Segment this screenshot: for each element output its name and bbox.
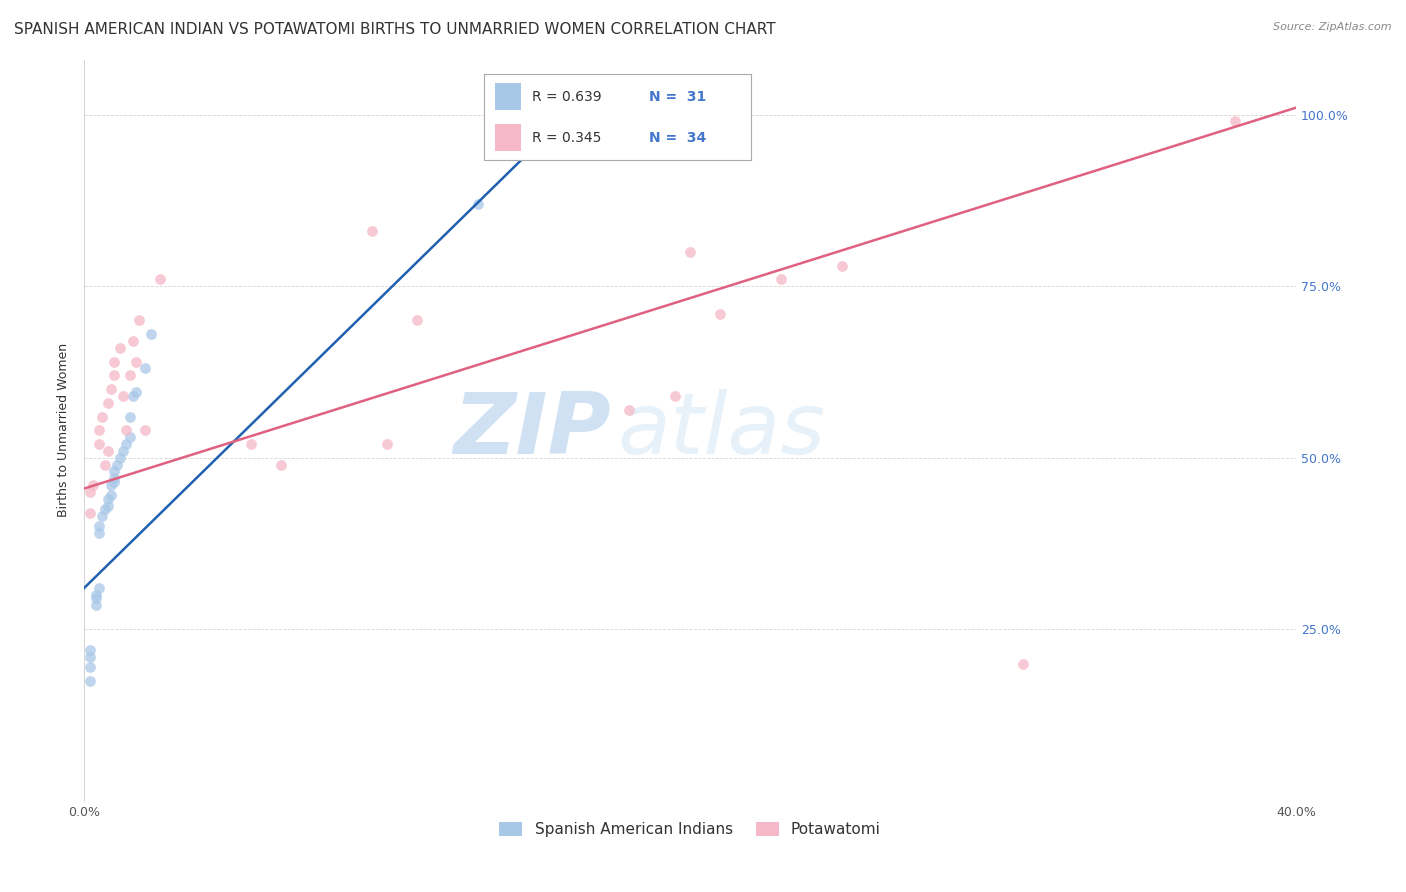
- Point: [79, 643, 101, 657]
- Point: [1225, 114, 1247, 128]
- Point: [1012, 657, 1035, 671]
- Point: [89, 526, 111, 541]
- Point: [118, 409, 141, 424]
- Point: [679, 244, 702, 259]
- Point: [89, 581, 111, 595]
- Point: [97, 499, 120, 513]
- Point: [94, 502, 117, 516]
- Point: [664, 389, 686, 403]
- Point: [121, 334, 143, 348]
- Point: [124, 385, 146, 400]
- Point: [84, 591, 107, 606]
- Y-axis label: Births to Unmarried Women: Births to Unmarried Women: [58, 343, 70, 517]
- Point: [406, 313, 429, 327]
- Point: [94, 458, 117, 472]
- Text: atlas: atlas: [617, 389, 825, 472]
- Point: [361, 224, 384, 238]
- Point: [100, 488, 122, 502]
- Point: [543, 135, 565, 149]
- Point: [103, 354, 125, 368]
- Point: [115, 437, 138, 451]
- Legend: Spanish American Indians, Potawatomi: Spanish American Indians, Potawatomi: [492, 814, 889, 845]
- Point: [79, 673, 101, 688]
- Point: [103, 465, 125, 479]
- Point: [467, 196, 489, 211]
- Point: [89, 423, 111, 437]
- Point: [124, 354, 146, 368]
- Point: [79, 660, 101, 674]
- Point: [82, 478, 104, 492]
- Point: [100, 478, 122, 492]
- Point: [79, 506, 101, 520]
- Point: [134, 423, 156, 437]
- Point: [84, 588, 107, 602]
- Point: [110, 450, 132, 465]
- Point: [769, 272, 792, 286]
- Point: [128, 313, 150, 327]
- Text: Source: ZipAtlas.com: Source: ZipAtlas.com: [1274, 22, 1392, 32]
- Point: [709, 307, 731, 321]
- Point: [89, 519, 111, 533]
- Text: ZIP: ZIP: [454, 389, 612, 472]
- Point: [619, 402, 641, 417]
- Point: [239, 437, 262, 451]
- Point: [91, 409, 114, 424]
- Point: [103, 368, 125, 383]
- Point: [112, 389, 135, 403]
- Point: [91, 509, 114, 524]
- Point: [118, 368, 141, 383]
- Point: [103, 471, 125, 485]
- Point: [84, 599, 107, 613]
- Point: [375, 437, 398, 451]
- Point: [105, 458, 128, 472]
- Point: [134, 361, 156, 376]
- Point: [118, 430, 141, 444]
- Text: SPANISH AMERICAN INDIAN VS POTAWATOMI BIRTHS TO UNMARRIED WOMEN CORRELATION CHAR: SPANISH AMERICAN INDIAN VS POTAWATOMI BI…: [14, 22, 776, 37]
- Point: [139, 327, 162, 342]
- Point: [97, 443, 120, 458]
- Point: [831, 259, 853, 273]
- Point: [79, 649, 101, 664]
- Point: [97, 491, 120, 506]
- Point: [110, 341, 132, 355]
- Point: [89, 437, 111, 451]
- Point: [103, 475, 125, 489]
- Point: [149, 272, 172, 286]
- Point: [115, 423, 138, 437]
- Point: [97, 396, 120, 410]
- Point: [121, 389, 143, 403]
- Point: [100, 382, 122, 396]
- Point: [112, 443, 135, 458]
- Point: [79, 485, 101, 500]
- Point: [270, 458, 292, 472]
